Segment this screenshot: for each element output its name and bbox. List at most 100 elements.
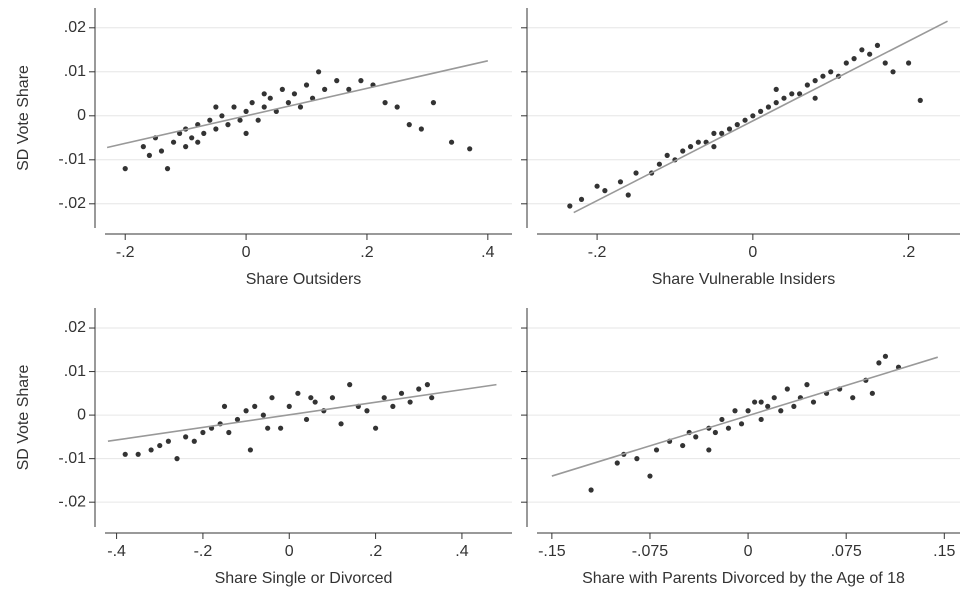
point xyxy=(758,108,764,114)
point xyxy=(394,104,400,110)
point xyxy=(207,117,213,123)
point xyxy=(146,152,152,158)
point xyxy=(693,434,699,440)
point xyxy=(773,86,779,92)
point xyxy=(906,60,912,66)
point xyxy=(334,78,340,84)
point xyxy=(269,395,275,401)
point xyxy=(745,408,751,414)
x-tick-label: .075 xyxy=(831,543,862,560)
x-tick-label: 0 xyxy=(748,244,757,261)
point xyxy=(261,104,267,110)
point xyxy=(810,399,817,405)
point xyxy=(183,434,189,440)
point xyxy=(634,456,640,462)
x-tick-label: .4 xyxy=(455,543,468,560)
point xyxy=(249,100,255,106)
point xyxy=(252,403,258,409)
point xyxy=(820,73,826,79)
y-tick-label: 0 xyxy=(77,406,86,423)
point xyxy=(295,390,301,396)
y-tick-label: -.01 xyxy=(58,450,86,467)
x-tick-label: 0 xyxy=(744,543,753,560)
point xyxy=(329,395,336,401)
point xyxy=(261,91,267,97)
x-tick-label: -.4 xyxy=(107,543,126,560)
fit-line xyxy=(573,20,948,214)
point xyxy=(796,91,803,97)
point xyxy=(602,188,608,194)
point xyxy=(273,108,279,114)
point xyxy=(303,416,310,423)
point xyxy=(200,429,206,436)
x-tick-label: .2 xyxy=(902,244,915,261)
point xyxy=(653,447,660,453)
point xyxy=(267,95,273,101)
point xyxy=(633,170,639,176)
point xyxy=(695,139,701,145)
point xyxy=(322,86,328,92)
y-axis-label: SD Vote Share xyxy=(15,65,32,171)
point xyxy=(191,438,197,444)
x-axis-label: Share Vulnerable Insiders xyxy=(652,271,836,288)
x-axis-label: Share Outsiders xyxy=(246,271,362,288)
point xyxy=(738,421,745,427)
point xyxy=(247,447,254,453)
x-tick-label: .2 xyxy=(360,244,373,261)
point xyxy=(625,192,631,198)
point xyxy=(255,117,261,123)
point xyxy=(164,166,171,172)
point xyxy=(804,382,810,388)
point xyxy=(828,69,834,75)
y-tick-label: -.02 xyxy=(58,493,86,510)
point xyxy=(285,100,291,106)
point xyxy=(614,460,620,466)
point xyxy=(140,144,146,150)
x-axis-label: Share Single or Divorced xyxy=(215,570,393,587)
point xyxy=(358,78,364,84)
point xyxy=(165,438,171,444)
point xyxy=(183,144,189,150)
point xyxy=(706,447,712,453)
point xyxy=(680,442,686,449)
point xyxy=(398,390,405,396)
point xyxy=(750,113,756,119)
point xyxy=(851,56,857,62)
point xyxy=(157,442,163,449)
point xyxy=(219,113,225,119)
point xyxy=(687,144,694,150)
point xyxy=(680,148,686,154)
point xyxy=(407,399,413,405)
point xyxy=(237,117,243,123)
point xyxy=(158,148,165,154)
point xyxy=(789,91,795,97)
point xyxy=(243,108,249,114)
point xyxy=(390,403,396,409)
point xyxy=(308,395,314,401)
point xyxy=(467,146,473,152)
point xyxy=(812,95,818,101)
point xyxy=(594,183,600,189)
point xyxy=(719,416,725,423)
point xyxy=(867,51,873,57)
point xyxy=(647,473,653,479)
y-axis-label: SD Vote Share xyxy=(15,364,32,470)
y-tick-label: .02 xyxy=(64,19,86,36)
point xyxy=(588,487,594,493)
point xyxy=(406,122,412,128)
point xyxy=(338,421,344,427)
point xyxy=(231,104,237,110)
point xyxy=(917,97,923,103)
point xyxy=(758,416,764,423)
point xyxy=(279,86,285,92)
point xyxy=(882,60,888,66)
point xyxy=(712,429,718,436)
x-tick-label: -.2 xyxy=(194,543,213,560)
point xyxy=(742,117,748,123)
point xyxy=(448,139,455,145)
point xyxy=(734,122,740,128)
point xyxy=(578,196,585,202)
y-tick-label: .01 xyxy=(64,63,86,80)
point xyxy=(890,69,896,75)
point xyxy=(226,429,232,436)
